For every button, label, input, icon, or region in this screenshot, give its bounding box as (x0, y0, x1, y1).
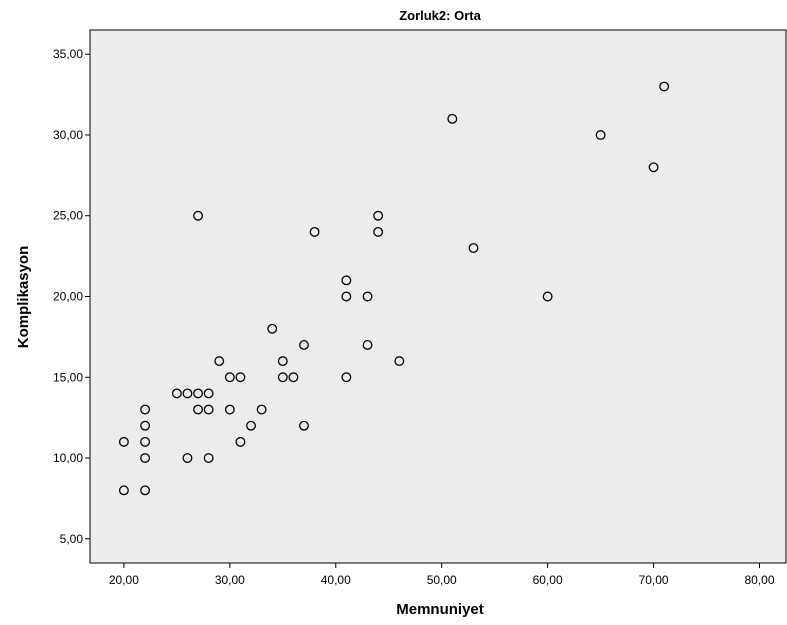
data-point (203, 453, 214, 463)
data-point (140, 420, 151, 431)
data-point (299, 340, 309, 350)
data-point (659, 81, 670, 92)
data-point (171, 388, 182, 399)
data-point (235, 436, 246, 447)
data-point (341, 291, 352, 302)
data-point (182, 388, 193, 399)
data-point (235, 372, 246, 383)
data-point (277, 356, 288, 367)
data-point (373, 210, 384, 221)
x-tick-label: 30,00 (215, 573, 245, 587)
data-points (118, 81, 670, 496)
data-point (362, 291, 373, 302)
data-point (341, 372, 352, 383)
data-point (648, 162, 659, 173)
data-point (277, 372, 288, 383)
y-axis: 5,00 10,00 15,00 20,00 25,00 30,00 35,00 (53, 47, 90, 546)
data-point (193, 210, 204, 221)
data-point (468, 243, 479, 253)
data-point (288, 372, 299, 383)
data-point (140, 436, 151, 447)
data-point (309, 226, 320, 237)
y-axis-title: Komplikasyon (15, 246, 32, 349)
data-point (193, 388, 204, 399)
y-tick-label: 15,00 (53, 370, 83, 384)
data-point (542, 291, 553, 302)
data-point (214, 356, 225, 367)
data-point (246, 420, 256, 431)
data-point (203, 388, 214, 399)
data-point (140, 485, 151, 496)
y-tick-label: 25,00 (53, 209, 83, 223)
x-axis: 20,00 30,00 40,00 50,00 60,00 70,00 80,00 (109, 563, 775, 587)
data-point (182, 453, 193, 463)
data-point (394, 356, 405, 367)
y-tick-label: 30,00 (53, 128, 83, 142)
data-point (224, 372, 235, 383)
data-point (447, 113, 458, 124)
x-axis-title: Memnuniyet (396, 601, 484, 618)
data-point (299, 420, 309, 431)
data-point (140, 453, 151, 463)
chart-title: Zorluk2: Orta (399, 8, 481, 23)
data-point (256, 404, 267, 415)
x-tick-label: 40,00 (321, 573, 351, 587)
data-point (362, 340, 373, 350)
data-point (140, 404, 151, 415)
data-point (224, 404, 235, 415)
data-point (595, 130, 606, 140)
x-tick-label: 20,00 (109, 573, 139, 587)
plot-area (89, 29, 787, 564)
data-point (118, 436, 129, 447)
y-tick-label: 35,00 (53, 47, 83, 61)
y-tick-label: 5,00 (60, 532, 84, 546)
x-tick-label: 60,00 (533, 573, 563, 587)
x-tick-label: 50,00 (427, 573, 457, 587)
data-point (203, 404, 214, 415)
data-point (267, 323, 278, 334)
data-point (118, 485, 129, 496)
data-point (373, 226, 384, 237)
data-point (341, 275, 352, 286)
x-tick-label: 80,00 (745, 573, 775, 587)
data-point (193, 404, 204, 415)
y-tick-label: 10,00 (53, 451, 83, 465)
y-tick-label: 20,00 (53, 290, 83, 304)
x-tick-label: 70,00 (639, 573, 669, 587)
